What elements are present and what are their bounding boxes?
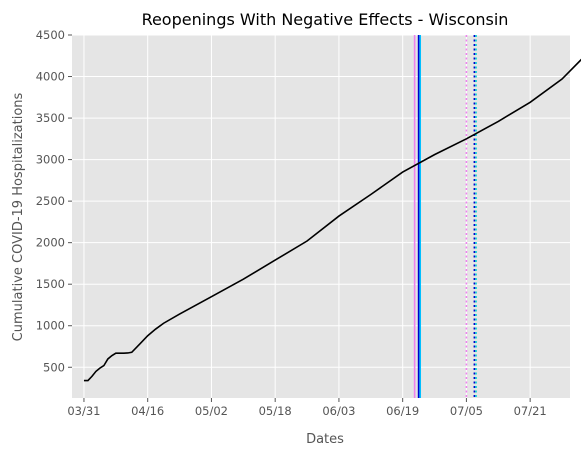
y-tick-label: 1000: [36, 319, 65, 333]
y-tick-label: 2500: [36, 194, 65, 208]
chart-title: Reopenings With Negative Effects - Wisco…: [142, 10, 509, 29]
x-axis-ticks: 03/31 04/16 05/02 05/18 06/03 06/19 07/05 07/21: [67, 398, 547, 418]
x-tick-label: 07/05: [450, 404, 483, 418]
y-tick-label: 1500: [36, 277, 65, 291]
y-tick-label: 3000: [36, 153, 65, 167]
x-tick-label: 04/16: [131, 404, 164, 418]
y-tick-label: 4500: [36, 28, 65, 42]
x-tick-label: 06/03: [322, 404, 355, 418]
plot-area: [72, 35, 570, 398]
y-tick-label: 2000: [36, 236, 65, 250]
x-tick-label: 05/18: [259, 404, 292, 418]
x-axis-label: Dates: [306, 432, 344, 447]
y-axis-label: Cumulative COVID-19 Hospitalizations: [11, 92, 26, 341]
x-tick-label: 05/02: [195, 404, 228, 418]
reopening-lines: [413, 35, 477, 398]
x-tick-label: 06/19: [386, 404, 419, 418]
x-tick-label: 03/31: [67, 404, 100, 418]
y-tick-label: 4000: [36, 70, 65, 84]
hospitalizations-line: [83, 58, 581, 382]
y-tick-label: 500: [43, 360, 65, 374]
x-tick-label: 07/21: [514, 404, 547, 418]
y-axis-ticks: 500 1000 1500 2000 2500 3000 3500 4000 4500: [36, 28, 72, 374]
y-tick-label: 3500: [36, 111, 65, 125]
